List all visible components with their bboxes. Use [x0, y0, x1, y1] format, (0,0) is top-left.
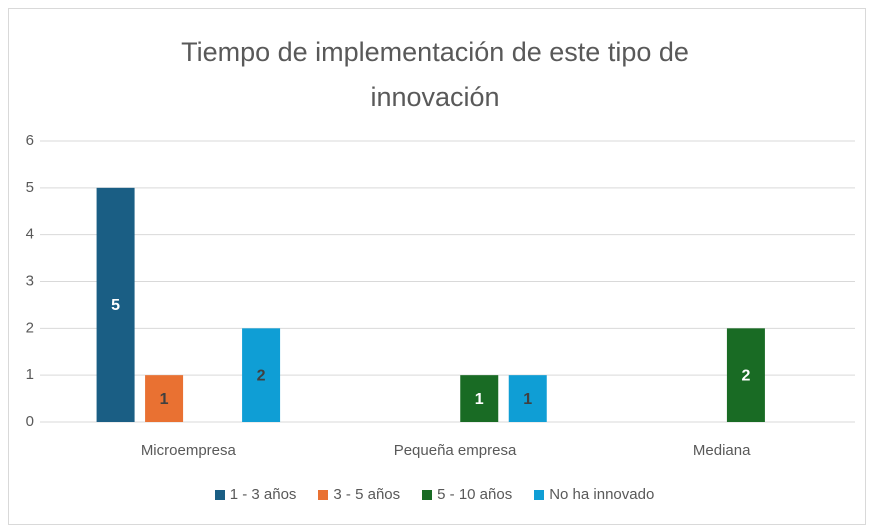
y-tick-label: 2 — [26, 319, 34, 336]
bar — [242, 328, 281, 422]
legend-item: No ha innovado — [534, 486, 654, 503]
y-tick-label: 3 — [26, 272, 34, 289]
legend-swatch — [318, 489, 329, 500]
data-label: 1 — [523, 391, 532, 408]
legend-label: 3 - 5 años — [333, 486, 401, 503]
legend-label: 1 - 3 años — [229, 486, 297, 503]
legend: 1 - 3 años 3 - 5 años 5 - 10 años No ha inn… — [0, 486, 869, 503]
data-label: 1 — [160, 391, 169, 408]
legend-swatch — [534, 489, 545, 500]
x-tick-label: Mediana — [693, 442, 751, 459]
chart-border — [8, 8, 866, 525]
legend-item: 3 - 5 años — [318, 486, 400, 503]
legend-swatch — [422, 489, 433, 500]
data-label: 2 — [257, 367, 266, 384]
data-label: 1 — [475, 391, 484, 408]
data-label: 5 — [111, 297, 120, 314]
y-tick-label: 1 — [26, 366, 34, 383]
chart-title: Tiempo de implementación de este tipo de… — [181, 37, 689, 112]
y-tick-label: 6 — [26, 132, 34, 149]
x-tick-label: Pequeña empresa — [394, 442, 517, 459]
bar — [96, 187, 135, 422]
legend-label: 5 - 10 años — [437, 486, 513, 503]
bar — [460, 375, 499, 422]
y-tick-label: 5 — [26, 179, 34, 196]
legend-item: 1 - 3 años — [214, 486, 297, 503]
y-tick-label: 4 — [26, 226, 34, 243]
legend-item: 5 - 10 años — [422, 486, 512, 503]
x-tick-label: Microempresa — [141, 442, 237, 459]
legend-swatch — [214, 489, 225, 500]
y-tick-label: 0 — [26, 413, 34, 430]
bar — [726, 328, 765, 422]
bar — [508, 375, 547, 422]
data-label: 2 — [741, 367, 750, 384]
legend-label: No ha innovado — [549, 486, 655, 503]
bar — [145, 375, 184, 422]
